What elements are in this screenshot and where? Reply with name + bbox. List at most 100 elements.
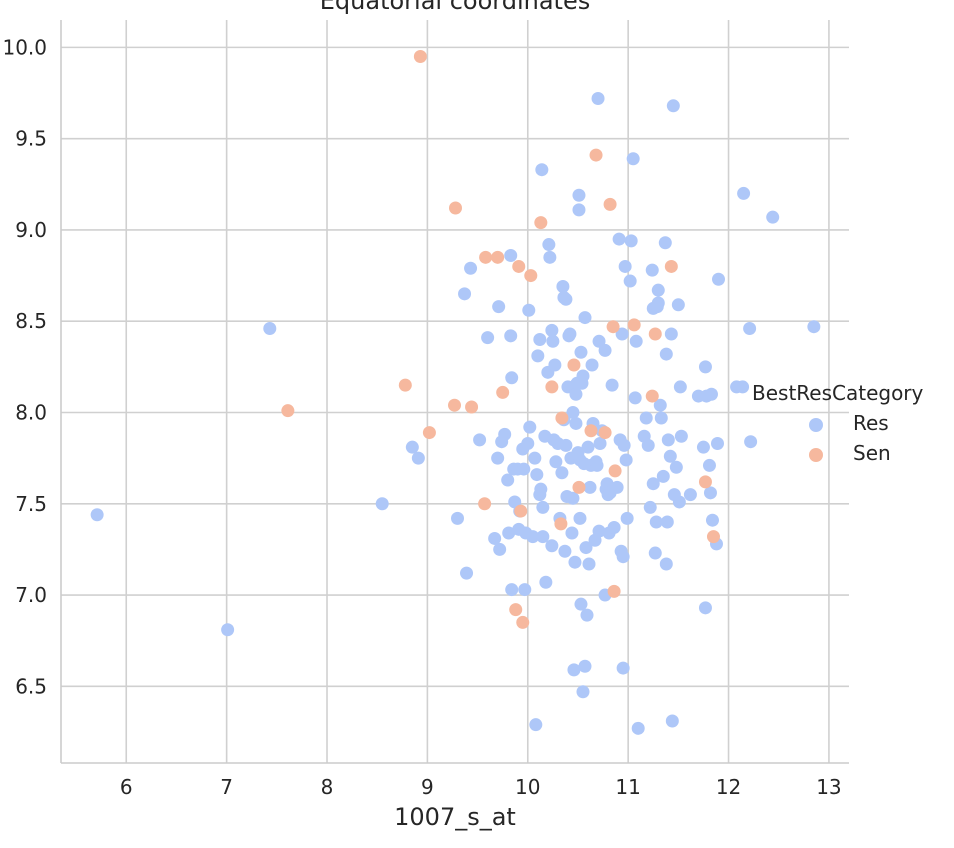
point-res [592,524,606,538]
point-res [619,453,633,467]
point-res [669,460,683,474]
point-res [569,416,583,430]
point-res [221,623,235,637]
point-res [704,387,718,401]
point-sen [572,480,586,494]
point-res [572,188,586,202]
point-sen [648,327,662,341]
legend-label-res: Res [853,411,889,435]
point-sen [509,603,523,617]
x-tick-label: 11 [615,775,640,799]
point-res [705,513,719,527]
point-res [766,210,780,224]
point-res [517,462,531,476]
point-sen [512,259,526,273]
point-res [460,566,474,580]
point-res [501,473,515,487]
legend: BestResCategory Res Sen [752,381,924,465]
point-res [545,323,559,337]
point-res [481,331,495,345]
point-res [605,378,619,392]
point-res [566,405,580,419]
point-res [411,451,425,465]
point-res [807,320,821,334]
point-sen [706,530,720,544]
point-res [698,360,712,374]
point-res [580,608,594,622]
point-res [548,358,562,372]
point-res [529,718,543,732]
y-tick-label: 7.0 [15,583,47,607]
point-res [651,296,665,310]
point-res [576,369,590,383]
point-sen [567,358,581,372]
point-sen [584,424,598,438]
point-res [616,550,630,564]
point-sen [627,318,641,332]
point-res [549,455,563,469]
point-res [651,283,665,297]
point-res [607,521,621,535]
point-res [631,721,645,735]
point-res [375,497,389,511]
point-res [620,511,634,525]
point-sen [555,411,569,425]
point-res [641,438,655,452]
point-res [492,300,506,314]
point-sen [516,615,530,629]
point-res [568,555,582,569]
point-res [567,663,581,677]
point-res [648,546,662,560]
point-res [505,371,519,385]
point-res [615,327,629,341]
point-sen [534,216,548,230]
x-tick-label: 8 [321,775,334,799]
point-res [493,542,507,556]
point-res [664,327,678,341]
point-res [505,583,519,597]
point-res [626,152,640,166]
point-res [581,440,595,454]
point-res [696,440,710,454]
point-res [574,345,588,359]
point-res [526,530,540,544]
point-res [572,203,586,217]
point-res [565,526,579,540]
y-tick-labels: 6.5 7.0 7.5 8.0 8.5 9.0 9.5 10.0 [2,35,47,698]
point-res [569,387,583,401]
point-res [555,466,569,480]
point-res [712,272,726,286]
point-res [671,298,685,312]
point-res [585,358,599,372]
point-res [464,261,478,275]
point-sen [589,148,603,162]
x-tick-label: 6 [120,775,133,799]
point-res [518,583,532,597]
point-res [683,488,697,502]
point-res [458,287,472,301]
point-res [660,515,674,529]
legend-title: BestResCategory [752,381,924,405]
scatter-points [90,50,821,735]
point-res [673,380,687,394]
point-res [545,539,559,553]
x-tick-label: 10 [515,775,540,799]
point-res [645,263,659,277]
point-res [566,491,580,505]
point-res [698,601,712,615]
point-res [263,322,277,336]
point-sen [465,400,479,414]
point-res [536,530,550,544]
point-sen [447,398,461,412]
point-sen [603,197,617,211]
point-res [576,685,590,699]
point-res [522,303,536,317]
point-res [591,91,605,105]
point-res [703,486,717,500]
point-sen [422,426,436,440]
point-res [539,575,553,589]
point-res [578,311,592,325]
x-tick-labels: 6 7 8 9 10 11 12 13 [120,775,842,799]
point-res [665,714,679,728]
point-res [590,458,604,472]
